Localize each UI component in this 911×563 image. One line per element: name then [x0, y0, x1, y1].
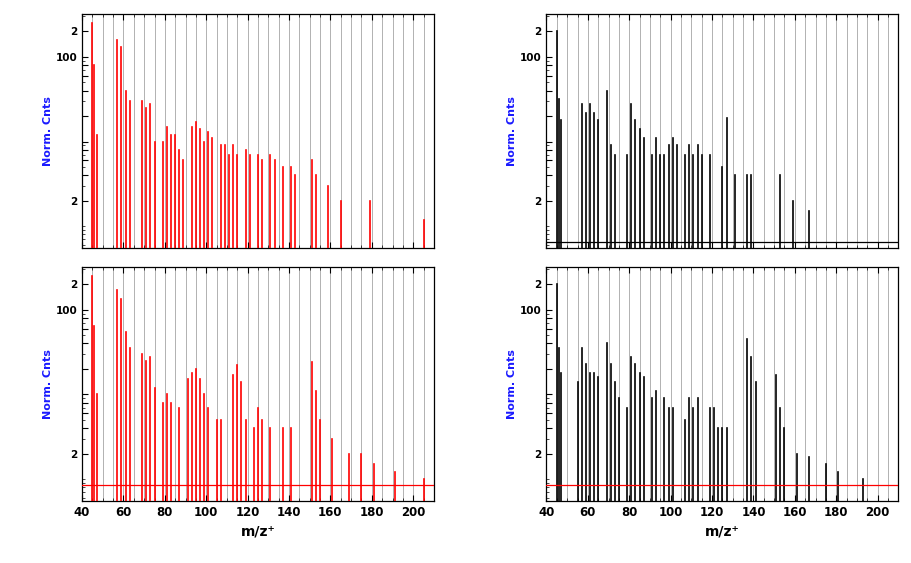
- Y-axis label: Norm. Cnts: Norm. Cnts: [43, 96, 53, 166]
- X-axis label: m/z⁺: m/z⁺: [241, 525, 275, 538]
- Y-axis label: Norm. Cnts: Norm. Cnts: [507, 349, 517, 419]
- X-axis label: m/z⁺: m/z⁺: [704, 525, 739, 538]
- Y-axis label: Norm. Cnts: Norm. Cnts: [507, 96, 517, 166]
- Y-axis label: Norm. Cnts: Norm. Cnts: [43, 349, 53, 419]
